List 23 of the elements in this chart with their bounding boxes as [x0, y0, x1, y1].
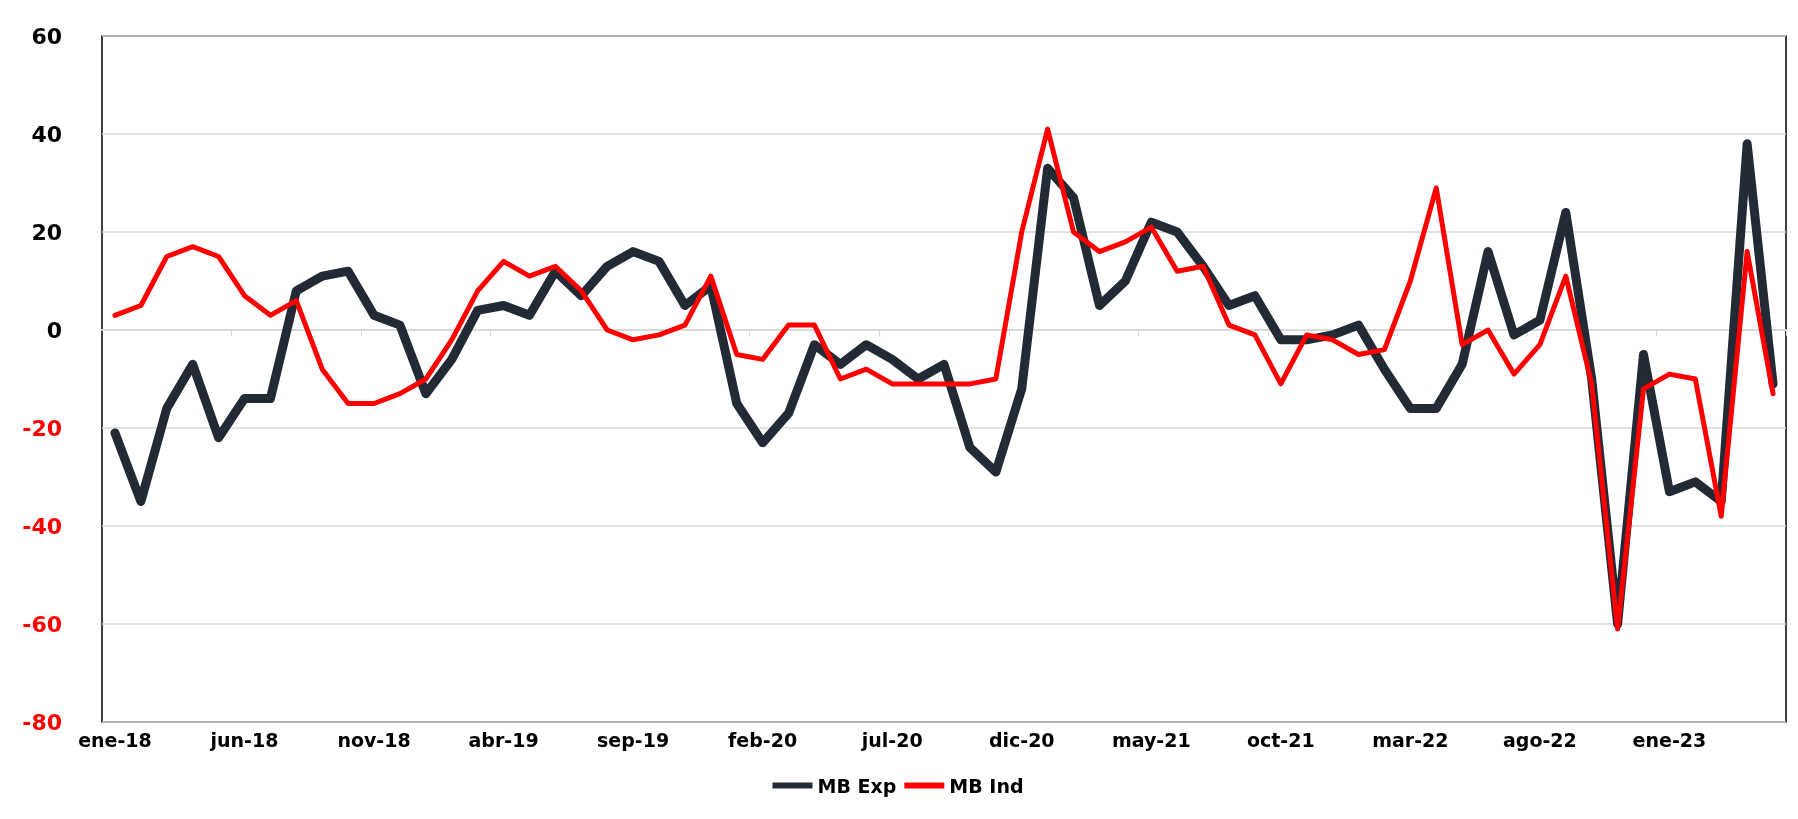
y-tick-label: 20	[31, 219, 62, 245]
x-tick-label: jul-20	[860, 728, 923, 751]
x-tick-label: dic-20	[988, 728, 1055, 751]
x-tick-label: feb-20	[728, 728, 798, 751]
y-tick-label: 40	[31, 121, 62, 147]
x-tick-label: abr-19	[468, 728, 539, 751]
y-tick-label: -60	[22, 611, 62, 637]
y-tick-label: 60	[31, 23, 62, 49]
x-tick-label: jun-18	[209, 728, 279, 751]
y-tick-label: -80	[22, 709, 62, 735]
x-tick-label: nov-18	[337, 728, 411, 751]
y-tick-label: -20	[22, 415, 62, 441]
x-tick-label: mar-22	[1372, 728, 1449, 751]
x-tick-label: ene-18	[78, 728, 152, 751]
y-tick-label: 0	[46, 317, 62, 343]
x-tick-label: ene-23	[1632, 728, 1707, 751]
x-tick-label: ago-22	[1502, 728, 1577, 751]
legend-label: MB Exp	[817, 774, 897, 797]
x-tick-label: oct-21	[1246, 728, 1315, 751]
x-tick-label: may-21	[1111, 728, 1191, 751]
x-tick-label: sep-19	[597, 728, 670, 751]
legend-label: MB Ind	[949, 774, 1024, 797]
y-tick-label: -40	[22, 513, 62, 539]
